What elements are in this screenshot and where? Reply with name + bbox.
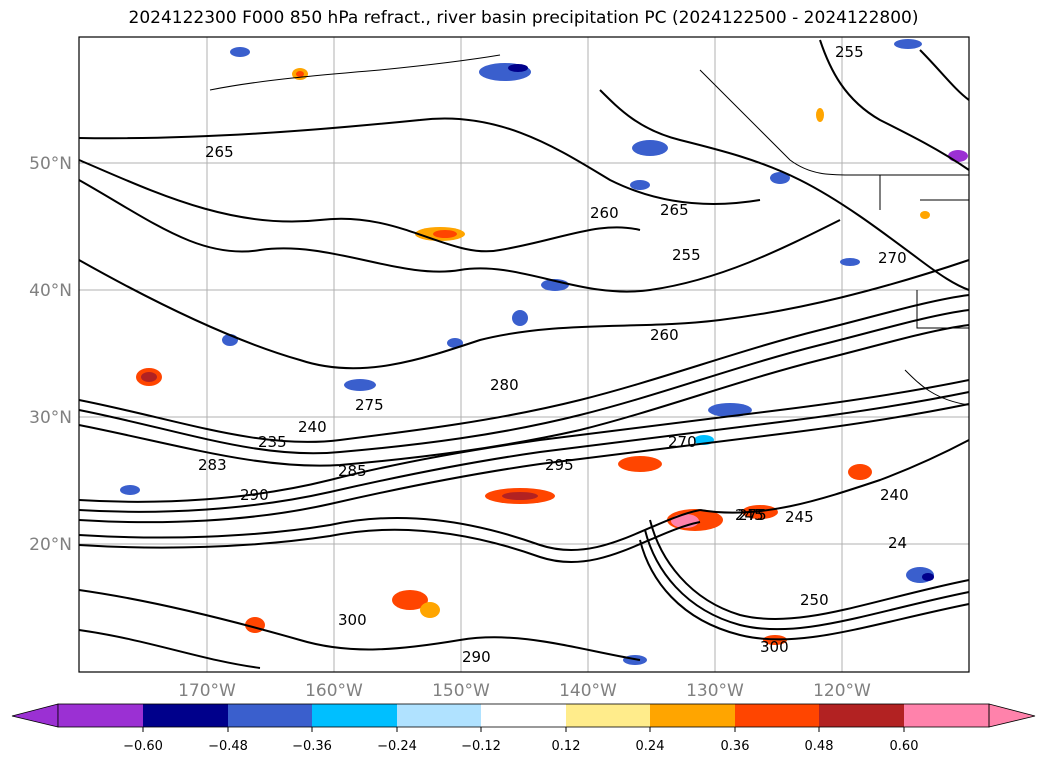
colorbar-tick-label: 0.60 [890,739,919,754]
map-frame [78,36,970,673]
colorbar-segment [566,704,650,727]
contour-label: 255 [672,246,701,264]
contour-label: 295 [545,456,574,474]
contour-label: 265 [660,201,689,219]
contour-label: 275 [738,506,767,524]
map-title: 2024122300 F000 850 hPa refract., river … [128,8,919,28]
contour-label: 260 [650,326,679,344]
colorbar: −0.60 −0.48 −0.36 −0.24 −0.12 0.12 0.24 … [11,703,1036,754]
colorbar-tick-label: −0.36 [292,739,332,754]
colorbar-segment [58,704,143,727]
contour-label: 270 [878,249,907,267]
colorbar-outline [57,703,990,728]
colorbar-segment [904,704,989,727]
colorbar-tick-label: 0.24 [636,739,665,754]
contour-label: 285 [338,462,367,480]
contour-label: 24 [888,534,907,552]
contour-label: 250 [800,591,829,609]
colorbar-tick-label: −0.12 [461,739,501,754]
colorbar-tick-label: −0.60 [123,739,163,754]
lon-label: 130°W [686,681,744,701]
lat-label: 30°N [29,408,72,428]
refractivity-contours [78,39,970,669]
colorbar-segment [650,704,735,727]
colorbar-segment [312,704,397,727]
colorbar-segment [735,704,819,727]
colorbar-tick-label: 0.36 [721,739,750,754]
contour-label: 240 [298,418,327,436]
contour-labels: 265 255 260 270 265 255 280 275 240 235 … [198,43,909,666]
contour-label: 265 [205,143,234,161]
contour-label: 280 [490,376,519,394]
colorbar-segment [11,703,59,728]
contour-label: 245 [735,506,764,524]
contour-label: 290 [462,648,491,666]
colorbar-tick-label: −0.48 [208,739,248,754]
contour-label: 255 [835,43,864,61]
colorbar-tick-label: −0.24 [377,739,417,754]
contour-label: 245 [785,508,814,526]
colorbar-ticks [142,727,905,732]
colorbar-segment [988,703,1036,728]
contour-label: 283 [198,456,227,474]
longitude-labels: 170°W 160°W 150°W 140°W 130°W 120°W [178,681,871,701]
contour-label: 235 [258,433,287,451]
lon-label: 140°W [559,681,617,701]
coastlines [209,54,970,406]
contour-label: 240 [880,486,909,504]
lat-label: 50°N [29,154,72,174]
lon-label: 150°W [432,681,490,701]
colorbar-segment [228,704,312,727]
contour-label: 270 [668,433,697,451]
colorbar-tick-label: 0.12 [552,739,581,754]
contour-label: 300 [338,611,367,629]
map-background [79,37,969,672]
lon-label: 170°W [178,681,236,701]
lat-label: 20°N [29,535,72,555]
colorbar-segment [143,704,228,727]
colorbar-tick-label: 0.48 [805,739,834,754]
lon-label: 160°W [305,681,363,701]
lon-label: 120°W [813,681,871,701]
contour-label: 290 [240,486,269,504]
colorbar-segment [819,704,904,727]
colorbar-segment [481,704,566,727]
latitude-labels: 50°N 40°N 30°N 20°N [29,154,72,555]
contour-label: 300 [760,638,789,656]
colorbar-segment [397,704,481,727]
contour-label: 275 [355,396,384,414]
lat-label: 40°N [29,281,72,301]
contour-label: 260 [590,204,619,222]
